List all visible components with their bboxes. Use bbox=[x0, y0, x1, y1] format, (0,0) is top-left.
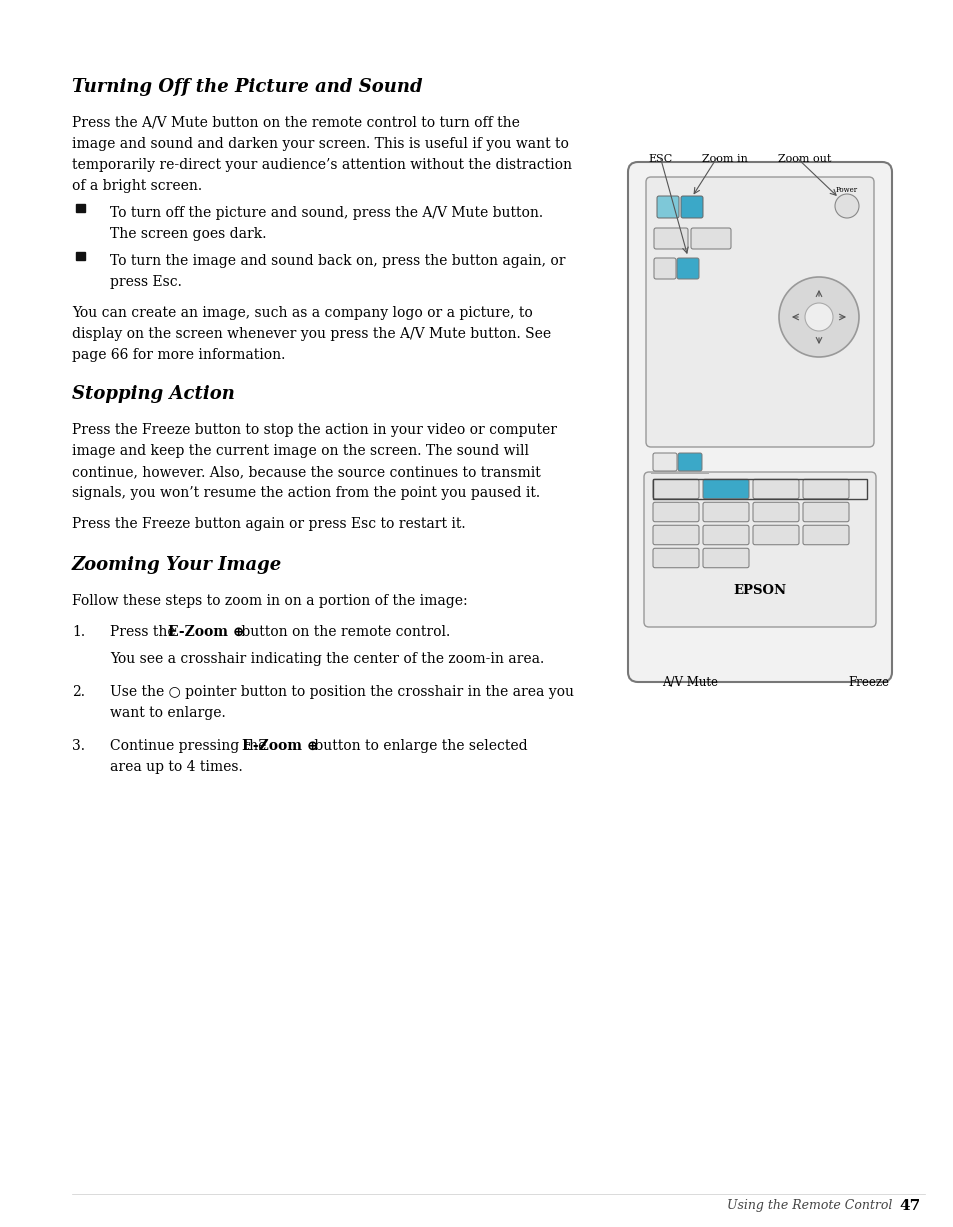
Text: continue, however. Also, because the source continues to transmit: continue, however. Also, because the sou… bbox=[71, 465, 540, 479]
Text: Auto
0: Auto 0 bbox=[669, 552, 681, 563]
Text: S-Video
1: S-Video 1 bbox=[664, 530, 686, 540]
Circle shape bbox=[779, 277, 858, 357]
Text: Zoom in: Zoom in bbox=[701, 155, 747, 164]
Text: temporarily re-direct your audience’s attention without the distraction: temporarily re-direct your audience’s at… bbox=[71, 158, 572, 172]
FancyBboxPatch shape bbox=[643, 472, 875, 627]
Text: Zoom out: Zoom out bbox=[778, 155, 830, 164]
FancyBboxPatch shape bbox=[752, 480, 799, 498]
FancyBboxPatch shape bbox=[677, 258, 699, 279]
Text: Num: Num bbox=[819, 486, 832, 492]
Text: Zooming Your Image: Zooming Your Image bbox=[71, 556, 282, 574]
FancyBboxPatch shape bbox=[654, 228, 687, 249]
Text: To turn the image and sound back on, press the button again, or: To turn the image and sound back on, pre… bbox=[110, 254, 565, 267]
FancyBboxPatch shape bbox=[702, 502, 748, 521]
Text: Esc: Esc bbox=[684, 459, 695, 465]
Text: Esc: Esc bbox=[681, 265, 693, 270]
FancyBboxPatch shape bbox=[702, 548, 748, 568]
Text: Press the Freeze button again or press Esc to restart it.: Press the Freeze button again or press E… bbox=[71, 517, 465, 531]
Text: 47: 47 bbox=[899, 1199, 920, 1214]
Text: Pattern
7: Pattern 7 bbox=[665, 483, 685, 494]
Text: Use the ○ pointer button to position the crosshair in the area you: Use the ○ pointer button to position the… bbox=[110, 685, 574, 699]
Text: ESC: ESC bbox=[647, 155, 672, 164]
FancyBboxPatch shape bbox=[657, 196, 679, 218]
Text: EPSON: EPSON bbox=[733, 584, 785, 596]
Text: You can create an image, such as a company logo or a picture, to: You can create an image, such as a compa… bbox=[71, 306, 532, 320]
Text: 2.: 2. bbox=[71, 685, 85, 699]
Text: Continue pressing the: Continue pressing the bbox=[110, 739, 271, 753]
Text: page 66 for more information.: page 66 for more information. bbox=[71, 348, 285, 362]
Text: Stopping Action: Stopping Action bbox=[71, 385, 234, 402]
Text: D-Sub
9: D-Sub 9 bbox=[766, 483, 784, 494]
Text: Turning Off the Picture and Sound: Turning Off the Picture and Sound bbox=[71, 79, 422, 96]
Text: press Esc.: press Esc. bbox=[110, 275, 182, 290]
Text: area up to 4 times.: area up to 4 times. bbox=[110, 760, 242, 774]
Text: Video
2: Video 2 bbox=[718, 530, 733, 540]
FancyBboxPatch shape bbox=[802, 525, 848, 545]
Text: Search: Search bbox=[716, 556, 735, 561]
Text: To turn off the picture and sound, press the A/V Mute button.: To turn off the picture and sound, press… bbox=[110, 206, 542, 220]
Text: Using the Remote Control: Using the Remote Control bbox=[726, 1199, 891, 1212]
Text: Resize
3: Resize 3 bbox=[766, 530, 784, 540]
Text: A/V Mute: A/V Mute bbox=[661, 676, 718, 690]
Text: 3.: 3. bbox=[71, 739, 85, 753]
Text: E-Zoom: E-Zoom bbox=[697, 233, 724, 242]
Text: The screen goes dark.: The screen goes dark. bbox=[110, 227, 266, 240]
FancyBboxPatch shape bbox=[680, 196, 702, 218]
Text: image and sound and darken your screen. This is useful if you want to: image and sound and darken your screen. … bbox=[71, 137, 568, 151]
Text: Menu
6: Menu 6 bbox=[767, 507, 783, 518]
Text: image and keep the current image on the screen. The sound will: image and keep the current image on the … bbox=[71, 444, 529, 458]
FancyBboxPatch shape bbox=[652, 548, 699, 568]
Text: Press the A/V Mute button on the remote control to turn off the: Press the A/V Mute button on the remote … bbox=[71, 117, 519, 130]
FancyBboxPatch shape bbox=[802, 502, 848, 521]
Text: display on the screen whenever you press the A/V Mute button. See: display on the screen whenever you press… bbox=[71, 328, 551, 341]
Bar bbox=[652, 480, 866, 498]
Bar bbox=[76, 252, 85, 260]
Text: Follow these steps to zoom in on a portion of the image:: Follow these steps to zoom in on a porti… bbox=[71, 594, 467, 609]
Text: Enter: Enter bbox=[656, 265, 673, 270]
FancyBboxPatch shape bbox=[652, 502, 699, 521]
Text: A/VMute
8: A/VMute 8 bbox=[713, 483, 738, 494]
Text: Page: Page bbox=[661, 233, 679, 242]
Text: Enter: Enter bbox=[657, 459, 672, 465]
Text: Info
?: Info ? bbox=[820, 530, 831, 540]
FancyBboxPatch shape bbox=[702, 480, 748, 498]
Text: Power: Power bbox=[835, 187, 857, 194]
FancyBboxPatch shape bbox=[652, 453, 677, 471]
FancyBboxPatch shape bbox=[752, 525, 799, 545]
Text: Press the Freeze button to stop the action in your video or computer: Press the Freeze button to stop the acti… bbox=[71, 423, 557, 437]
FancyBboxPatch shape bbox=[652, 480, 699, 498]
FancyBboxPatch shape bbox=[652, 525, 699, 545]
Text: button to enlarge the selected: button to enlarge the selected bbox=[310, 739, 527, 753]
FancyBboxPatch shape bbox=[752, 502, 799, 521]
Text: button on the remote control.: button on the remote control. bbox=[236, 625, 449, 639]
Bar bbox=[76, 204, 85, 212]
Text: Press the: Press the bbox=[110, 625, 180, 639]
FancyBboxPatch shape bbox=[802, 480, 848, 498]
Text: E-Zoom ⊕: E-Zoom ⊕ bbox=[169, 625, 245, 639]
Text: E-Comp
4: E-Comp 4 bbox=[664, 507, 686, 518]
Text: You see a crosshair indicating the center of the zoom-in area.: You see a crosshair indicating the cente… bbox=[110, 652, 543, 666]
FancyBboxPatch shape bbox=[654, 258, 676, 279]
Circle shape bbox=[804, 303, 832, 331]
Text: of a bright screen.: of a bright screen. bbox=[71, 179, 202, 193]
Text: Mute: Mute bbox=[818, 509, 833, 514]
FancyBboxPatch shape bbox=[702, 525, 748, 545]
FancyBboxPatch shape bbox=[678, 453, 701, 471]
Circle shape bbox=[834, 194, 858, 218]
FancyBboxPatch shape bbox=[645, 177, 873, 447]
Text: E-Zoom ⊕: E-Zoom ⊕ bbox=[242, 739, 318, 753]
Text: Color
Mode
5: Color Mode 5 bbox=[718, 504, 733, 520]
Text: want to enlarge.: want to enlarge. bbox=[110, 706, 226, 720]
FancyBboxPatch shape bbox=[690, 228, 730, 249]
Text: Freeze: Freeze bbox=[847, 676, 888, 690]
FancyBboxPatch shape bbox=[627, 162, 891, 682]
Text: signals, you won’t resume the action from the point you paused it.: signals, you won’t resume the action fro… bbox=[71, 486, 539, 499]
Text: 1.: 1. bbox=[71, 625, 85, 639]
